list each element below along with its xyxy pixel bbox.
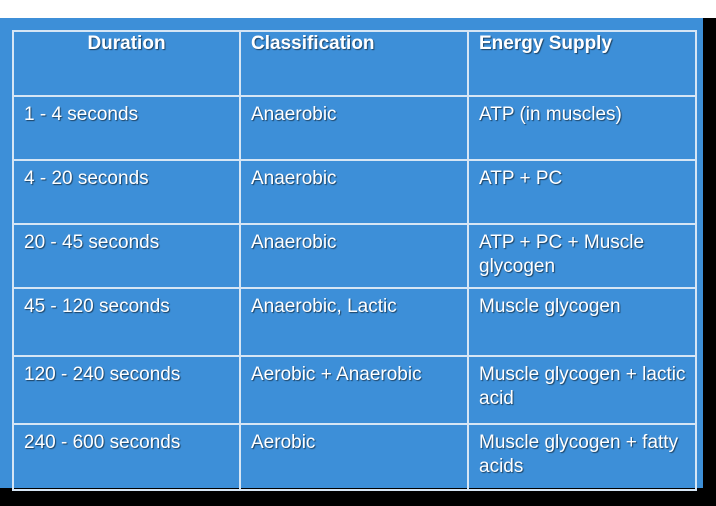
classification-cell: Aerobic + Anaerobic [239,355,469,425]
header-classification: Classification [239,30,469,97]
duration-cell: 20 - 45 seconds [12,223,241,289]
table-row: 45 - 120 seconds Anaerobic, Lactic Muscl… [12,287,697,357]
table-row: 4 - 20 seconds Anaerobic ATP + PC [12,159,697,225]
energy-supply-cell: ATP + PC [467,159,697,225]
top-white-band [0,0,716,18]
energy-supply-cell: Muscle glycogen + fatty acids [467,423,697,491]
table-header-row: Duration Classification Energy Supply [12,30,697,97]
duration-cell: 4 - 20 seconds [12,159,241,225]
table-row: 1 - 4 seconds Anaerobic ATP (in muscles) [12,95,697,161]
energy-supply-cell: ATP + PC + Muscle glycogen [467,223,697,289]
table-row: 120 - 240 seconds Aerobic + Anaerobic Mu… [12,355,697,425]
header-energy-supply: Energy Supply [467,30,697,97]
table-panel: Duration Classification Energy Supply 1 … [0,18,703,491]
energy-supply-cell: Muscle glycogen + lactic acid [467,355,697,425]
classification-cell: Anaerobic [239,159,469,225]
energy-supply-cell: Muscle glycogen [467,287,697,357]
energy-systems-table: Duration Classification Energy Supply 1 … [12,30,697,491]
duration-cell: 1 - 4 seconds [12,95,241,161]
energy-supply-cell: ATP (in muscles) [467,95,697,161]
table-row: 20 - 45 seconds Anaerobic ATP + PC + Mus… [12,223,697,289]
classification-cell: Anaerobic [239,223,469,289]
classification-cell: Anaerobic, Lactic [239,287,469,357]
table-row: 240 - 600 seconds Aerobic Muscle glycoge… [12,423,697,491]
header-duration: Duration [12,30,241,97]
classification-cell: Aerobic [239,423,469,491]
duration-cell: 240 - 600 seconds [12,423,241,491]
classification-cell: Anaerobic [239,95,469,161]
duration-cell: 120 - 240 seconds [12,355,241,425]
duration-cell: 45 - 120 seconds [12,287,241,357]
